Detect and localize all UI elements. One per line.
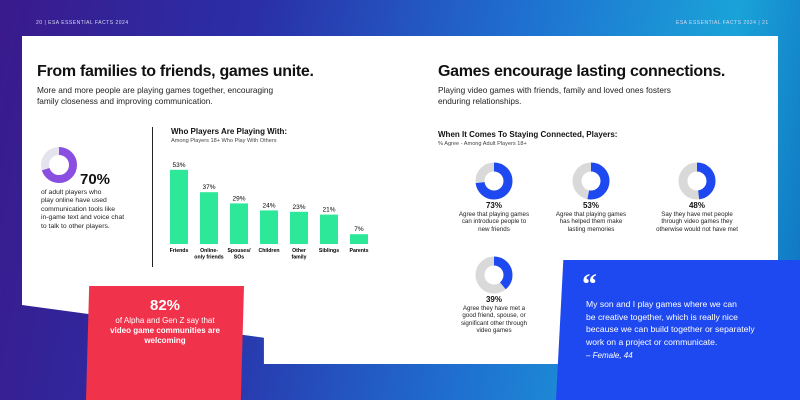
quote-line: because we can build together or separat…: [586, 324, 755, 334]
callout-line-bold: video game communities are: [110, 326, 220, 335]
bar-value-label: 7%: [354, 226, 364, 233]
donut-arc: [475, 256, 513, 294]
bar-value-label: 29%: [232, 195, 245, 202]
category-label: only friends: [194, 255, 224, 261]
bar-value-label: 37%: [202, 184, 215, 191]
subtitle-line: enduring relationships.: [438, 95, 522, 106]
chart-subtitle: Among Players 18+ Who Play With Others: [171, 138, 277, 144]
category-label: Spouses/: [227, 248, 251, 254]
category-label: Other: [292, 248, 306, 254]
bar-5: [320, 214, 338, 244]
callout-value: 82%: [149, 297, 181, 314]
left-page-subtitle: More and more people are playing games t…: [37, 85, 273, 106]
desc-line: of adult players who: [41, 189, 102, 196]
agreement-donut: [475, 256, 513, 294]
bar-1: [200, 192, 218, 244]
donut-value: 53%: [582, 201, 599, 210]
bar-value-label: 21%: [322, 207, 335, 214]
communication-donut: [41, 147, 77, 183]
subtitle-line: family closeness and improving communica…: [37, 95, 213, 106]
quote-line: be creative together, which is really ni…: [586, 311, 738, 322]
donut-caption: Agree that playing games has helped them …: [543, 211, 639, 233]
category-label: Siblings: [319, 248, 339, 254]
caption-line: has helped them make: [559, 218, 623, 226]
caption-line: Agree they have met a: [462, 305, 526, 312]
donut-caption: Agree that playing games can introduce pe…: [446, 211, 542, 233]
communication-stat-desc: of adult players who play online have us…: [41, 189, 124, 231]
donut-arc: [678, 162, 716, 200]
quote-line: My son and I play games where we can: [586, 299, 737, 309]
quote-attribution: – Female, 44: [586, 351, 633, 360]
bar-value-label: 24%: [262, 202, 275, 209]
quote-text: My son and I play games where we can be …: [586, 298, 755, 348]
bar-0: [170, 169, 188, 244]
right-page-subtitle: Playing video games with friends, family…: [438, 85, 671, 106]
right-page-title: Games encourage lasting connections.: [438, 63, 726, 80]
left-page-title: From families to friends, games unite.: [37, 63, 314, 80]
quote-mark: “: [582, 268, 597, 301]
quote-box: “ My son and I play games where we can b…: [556, 260, 800, 400]
agreement-donut: [678, 162, 716, 200]
caption-line: good friend, spouse, or: [462, 312, 526, 320]
bar-4: [290, 211, 308, 244]
bar-chart: 53% Friends 37% Online-only friends 29% Spous…: [170, 162, 369, 261]
quote-line: work on a project or communicate.: [586, 336, 718, 347]
caption-line: can introduce people to: [461, 218, 527, 226]
agreement-donut: [572, 162, 610, 200]
donut-value: 48%: [688, 201, 705, 210]
caption-line: Agree that playing games: [555, 211, 627, 218]
caption-line: video games: [476, 327, 512, 335]
bar-3: [260, 210, 278, 244]
desc-line: communication tools like: [41, 205, 116, 213]
caption-line: new friends: [478, 225, 510, 233]
bar-value-label: 23%: [292, 204, 305, 211]
desc-line: to talk to other players.: [41, 222, 110, 230]
communication-donut-arc: [41, 147, 77, 183]
section-subtitle: % Agree - Among Adult Players 18+: [438, 141, 527, 147]
callout-box: 82% of Alpha and Gen Z say that video ga…: [86, 286, 244, 400]
divider: [152, 127, 153, 267]
category-label: Parents: [349, 248, 368, 254]
callout-line-bold: welcoming: [144, 336, 186, 345]
caption-line: Say they have met people: [661, 211, 733, 218]
category-label: family: [292, 255, 307, 261]
desc-line: in-game text and voice chat: [41, 214, 125, 222]
subtitle-line: Playing video games with friends, family…: [438, 85, 671, 95]
header-left: 20 | ESA ESSENTIAL FACTS 2024: [36, 20, 129, 26]
category-label: Friends: [170, 248, 189, 254]
caption-line: significant other through: [460, 319, 528, 327]
bar-2: [230, 203, 248, 244]
callout-line: of Alpha and Gen Z say that: [115, 316, 215, 325]
donut-arc: [572, 162, 610, 200]
caption-line: lasting memories: [567, 225, 615, 233]
donut-value: 39%: [485, 295, 502, 304]
agreement-donut: [475, 162, 513, 200]
category-label: Children: [258, 248, 279, 254]
category-label: SOs: [234, 255, 244, 261]
donut-value: 73%: [485, 201, 502, 210]
bar-value-label: 53%: [172, 162, 185, 169]
caption-line: through video games they: [661, 218, 733, 226]
header-right: ESA ESSENTIAL FACTS 2024 | 21: [676, 20, 769, 26]
caption-line: otherwise would not have met: [656, 225, 738, 233]
subtitle-line: More and more people are playing games t…: [37, 85, 274, 95]
communication-stat-value: 70%: [80, 171, 111, 188]
chart-title: Who Players Are Playing With:: [171, 127, 288, 136]
donut-caption: Agree they have met a good friend, spouse…: [446, 305, 542, 335]
bar-6: [350, 234, 368, 244]
category-label: Online-: [200, 248, 218, 254]
donut-arc: [475, 162, 513, 200]
desc-line: play online have used: [41, 197, 107, 205]
caption-line: Agree that playing games: [458, 211, 530, 218]
donut-caption: Say they have met people through video ga…: [649, 211, 745, 233]
section-title: When It Comes To Staying Connected, Play…: [438, 130, 618, 139]
